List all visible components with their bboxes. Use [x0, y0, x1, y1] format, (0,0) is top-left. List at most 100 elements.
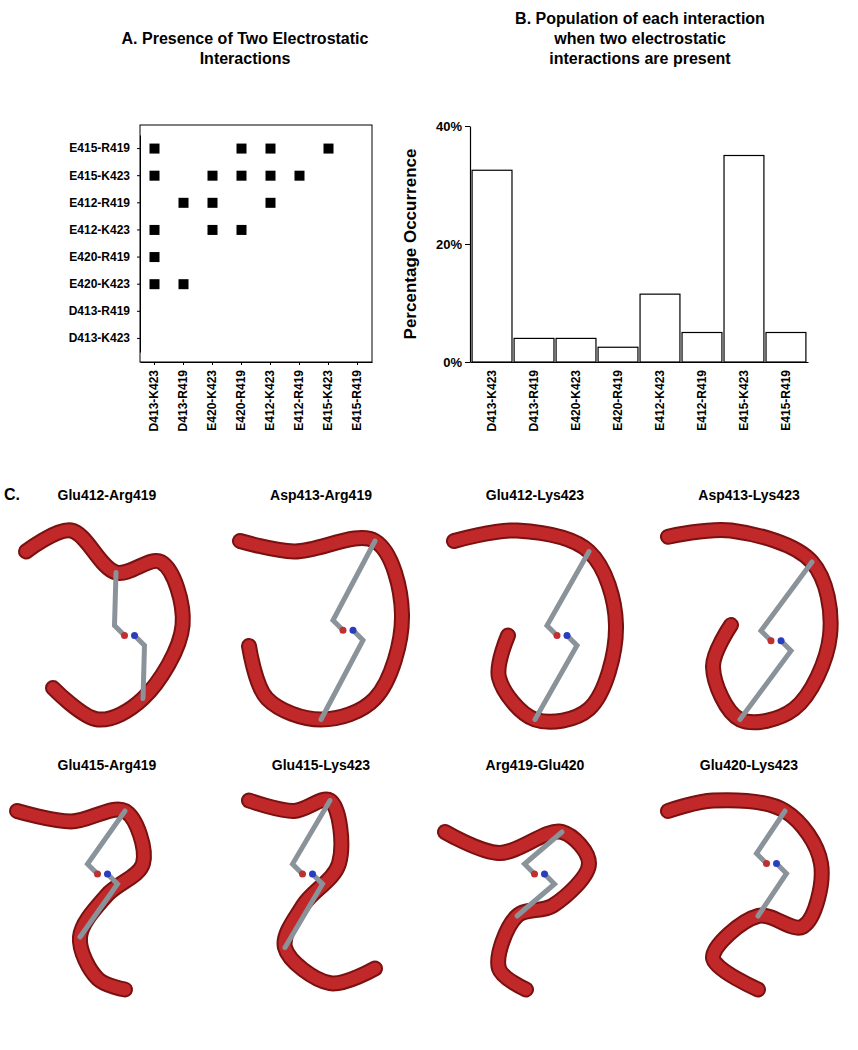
atom — [541, 871, 548, 878]
side-chain — [321, 630, 363, 719]
point-marker — [266, 171, 276, 181]
marks — [472, 156, 806, 363]
tick-label: E412-R419 — [695, 370, 709, 431]
panel-title: A. Presence of Two Electrostatic — [122, 30, 369, 47]
tick-mark — [328, 362, 329, 365]
bar — [682, 333, 722, 363]
point-marker — [150, 225, 160, 235]
tick: E412-K423 — [653, 362, 667, 431]
bar — [556, 338, 596, 362]
point-marker — [266, 198, 276, 208]
tick-label: E415-K423 — [69, 169, 130, 183]
ribbon-shadow — [249, 799, 375, 983]
side-chain — [535, 636, 577, 720]
tick: 40% — [436, 119, 470, 134]
tick-label: E415-K423 — [737, 370, 751, 431]
tick-mark — [465, 244, 470, 245]
point-marker — [266, 144, 276, 154]
panel-title: when two electrostatic — [553, 30, 726, 47]
tick-label: E420-R419 — [234, 370, 248, 431]
tick-label: 20% — [436, 237, 462, 252]
atom — [778, 637, 785, 644]
tick-mark — [357, 362, 358, 365]
tick-mark — [137, 202, 140, 203]
tick: D413-R419 — [176, 362, 190, 431]
x-axis: D413-K423 D413-R419 E420-K423 E420-R419 E412… — [141, 362, 373, 431]
tick: E420-R419 — [69, 250, 140, 264]
point-marker — [179, 279, 189, 289]
ribbon — [249, 799, 375, 983]
x-axis: D413-K423D413-R419E420-K423E420-R419E412… — [471, 362, 809, 431]
axis-line — [470, 127, 471, 363]
tick-mark — [212, 362, 213, 365]
tick-label: E415-R419 — [779, 370, 793, 431]
atom — [104, 871, 111, 878]
plot-frame — [140, 125, 372, 362]
atom — [94, 871, 101, 878]
structure-title: Asp413-Arg419 — [270, 487, 372, 503]
tick-label: D413-R419 — [69, 304, 131, 318]
axis-line — [471, 362, 809, 363]
tick: E412-R419 — [69, 196, 140, 210]
ribbon — [454, 530, 616, 721]
tick-label: E420-K423 — [69, 277, 130, 291]
bar — [766, 333, 806, 363]
tick-label: D413-K423 — [147, 370, 161, 432]
panel-title: Interactions — [200, 50, 291, 67]
atom — [773, 860, 780, 867]
tick-mark — [465, 362, 470, 363]
figure: A. Presence of Two Electrostatic Interact… — [0, 0, 858, 1050]
side-chain — [333, 541, 375, 630]
point-marker — [150, 279, 160, 289]
tick: E415-K423 — [321, 362, 335, 431]
side-chain — [285, 874, 323, 948]
structure-title: Glu420-Lys423 — [700, 757, 799, 773]
tick: D413-R419 — [69, 304, 140, 318]
atom — [554, 632, 561, 639]
tick-label: E415-K423 — [321, 370, 335, 431]
y-axis: 0%20%40% — [436, 119, 471, 370]
tick-label: E412-K423 — [69, 223, 130, 237]
tick: E415-R419 — [779, 362, 793, 431]
ribbon — [668, 530, 831, 722]
ribbon — [26, 530, 183, 719]
tick-mark — [154, 362, 155, 365]
side-chain — [761, 562, 812, 641]
bar — [724, 156, 764, 363]
tick-mark — [137, 257, 140, 258]
tick: E415-R419 — [350, 362, 364, 431]
atom — [350, 627, 357, 634]
tick: E412-R419 — [695, 362, 709, 431]
point-marker — [295, 171, 305, 181]
atom — [121, 632, 128, 639]
point-marker — [237, 171, 247, 181]
bar — [514, 338, 554, 362]
structure-title: Arg419-Glu420 — [486, 757, 585, 773]
tick-mark — [137, 338, 140, 339]
tick-label: E420-R419 — [611, 370, 625, 431]
tick-label: E420-K423 — [205, 370, 219, 431]
ribbon-shadow — [17, 809, 144, 989]
bar — [598, 347, 638, 362]
side-chain — [80, 874, 118, 937]
ribbon-shadow — [454, 530, 616, 721]
point-marker — [150, 144, 160, 154]
side-chain — [517, 874, 555, 916]
atom — [564, 632, 571, 639]
point-marker — [208, 198, 218, 208]
structure-title: Glu415-Arg419 — [58, 757, 157, 773]
tick-label: E412-R419 — [69, 196, 130, 210]
ribbon — [668, 800, 822, 989]
atom — [340, 627, 347, 634]
axis-title: Percentage Occurrence — [401, 149, 420, 340]
tick-label: E415-R419 — [69, 141, 130, 155]
structure-title: Glu412-Lys423 — [486, 487, 585, 503]
side-chain — [757, 811, 786, 864]
point-marker — [237, 225, 247, 235]
tick: E415-R419 — [69, 141, 140, 155]
point-marker — [237, 144, 247, 154]
tick-label: E412-R419 — [292, 370, 306, 431]
ribbon — [17, 809, 144, 989]
ribbon-shadow — [26, 530, 183, 719]
tick-mark — [137, 284, 140, 285]
